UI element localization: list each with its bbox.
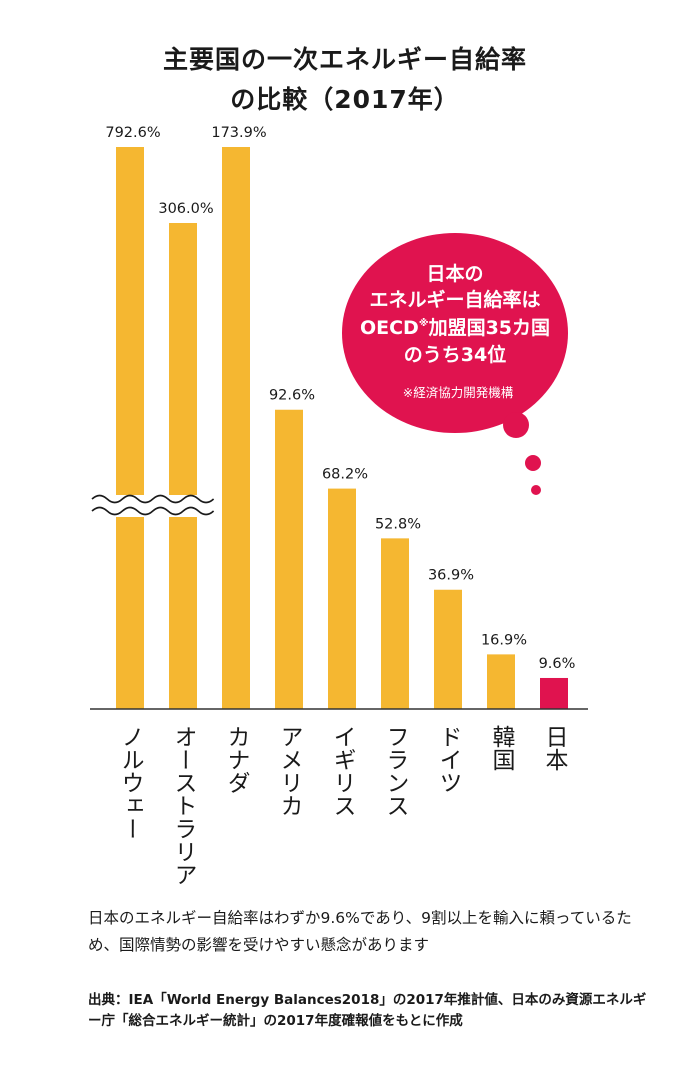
value-label-8: 9.6% (539, 656, 576, 672)
callout-line-3: OECD※加盟国35カ国 (360, 317, 550, 339)
bar-7 (487, 654, 515, 709)
callout-line-2: エネルギー自給率は (369, 288, 540, 311)
chart-title-line-1: 主要国の一次エネルギー自給率 (162, 45, 527, 74)
bar-8 (540, 677, 568, 709)
value-label-0: 792.6% (105, 125, 160, 141)
category-label-5: フランス (382, 725, 408, 817)
value-label-6: 36.9% (428, 568, 474, 584)
bars-group (116, 147, 568, 709)
category-label-2: カナダ (223, 725, 249, 794)
category-label-4: イギリス (329, 725, 355, 817)
footer-source: 出典：IEA「World Energy Balances2018」の2017年推… (88, 992, 647, 1029)
value-label-5: 52.8% (375, 516, 421, 532)
bar-5 (381, 538, 409, 709)
bar-2 (222, 147, 250, 709)
bar-6 (434, 589, 462, 709)
value-label-1: 306.0% (158, 201, 213, 217)
chart-title-line-2: の比較（2017年） (230, 85, 460, 114)
value-label-3: 92.6% (269, 388, 315, 404)
axis-break-mark (91, 494, 215, 517)
callout-line-4: のうち34位 (404, 343, 506, 366)
category-label-0: ノルウェー (117, 725, 143, 840)
category-label-6: ドイツ (435, 725, 461, 794)
bar-1 (169, 223, 197, 709)
category-label-3: アメリカ (276, 725, 302, 817)
category-label-7: 韓国 (488, 725, 514, 771)
bar-3 (275, 409, 303, 709)
callout-line-1: 日本の (426, 262, 483, 285)
category-label-1: オーストラリア (170, 725, 196, 886)
bar-chart: 792.6% 306.0% 173.9% 92.6% 68.2% 52.8% 36.9% 16… (90, 125, 588, 710)
category-label-8: 日本 (541, 725, 567, 771)
bar-0 (116, 147, 144, 709)
value-label-7: 16.9% (481, 632, 527, 648)
bar-4 (328, 488, 356, 709)
callout-footnote: ※経済協力開発機構 (403, 385, 514, 400)
value-label-2: 173.9% (211, 125, 266, 141)
value-label-4: 68.2% (322, 467, 368, 483)
value-labels-group: 792.6% 306.0% 173.9% 92.6% 68.2% 52.8% 36.9% 16… (105, 125, 575, 672)
footer-note: 日本のエネルギー自給率はわずか9.6%であり、9割以上を輸入に頼っているため、国… (88, 909, 632, 954)
callout-bubble: 日本の エネルギー自給率は OECD※加盟国35カ国 のうち34位 ※経済協力開… (342, 233, 568, 495)
